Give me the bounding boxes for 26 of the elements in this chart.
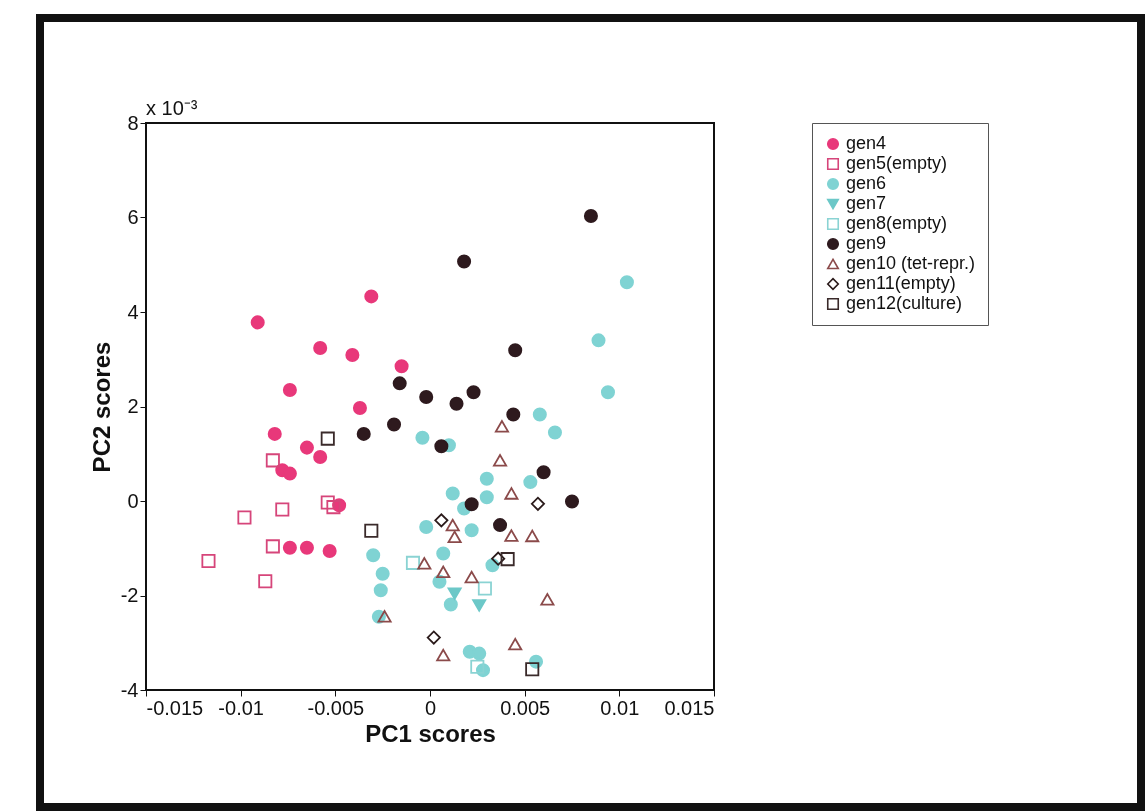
legend-label: gen6: [846, 173, 887, 193]
y-tick-label: 0: [127, 489, 139, 512]
legend-label: gen10 (tet-repr.): [846, 253, 976, 273]
x-tick-label: -0.005: [307, 696, 365, 719]
legend-label: gen12(culture): [846, 293, 963, 313]
y-tick-label: 4: [127, 300, 139, 323]
x-tick-label: 0.005: [500, 696, 551, 719]
y-tick-label: 6: [127, 206, 139, 228]
x-tick-label: -0.015: [146, 696, 204, 719]
legend-label: gen9: [846, 233, 887, 253]
legend-label: gen11(empty): [846, 273, 956, 293]
y-axis-title: PC2 scores: [87, 341, 115, 473]
y-tick-label: 2: [127, 395, 139, 417]
legend-label: gen7: [846, 193, 887, 213]
legend-label: gen5(empty): [846, 153, 948, 173]
x-tick-label: 0.01: [600, 696, 640, 719]
x-tick-label: 0.015: [664, 696, 715, 719]
x-tick-label: -0.01: [218, 696, 264, 719]
x-tick-label: 0: [424, 696, 437, 719]
legend-label: gen8(empty): [846, 213, 948, 233]
text: x 10⁻³: [146, 97, 198, 119]
x-axis-title: PC1 scores: [365, 719, 496, 747]
y-tick-label: -2: [120, 584, 139, 606]
y-tick-label: 8: [127, 111, 139, 134]
y-tick-label: -4: [120, 678, 139, 701]
legend-label: gen4: [846, 133, 887, 153]
